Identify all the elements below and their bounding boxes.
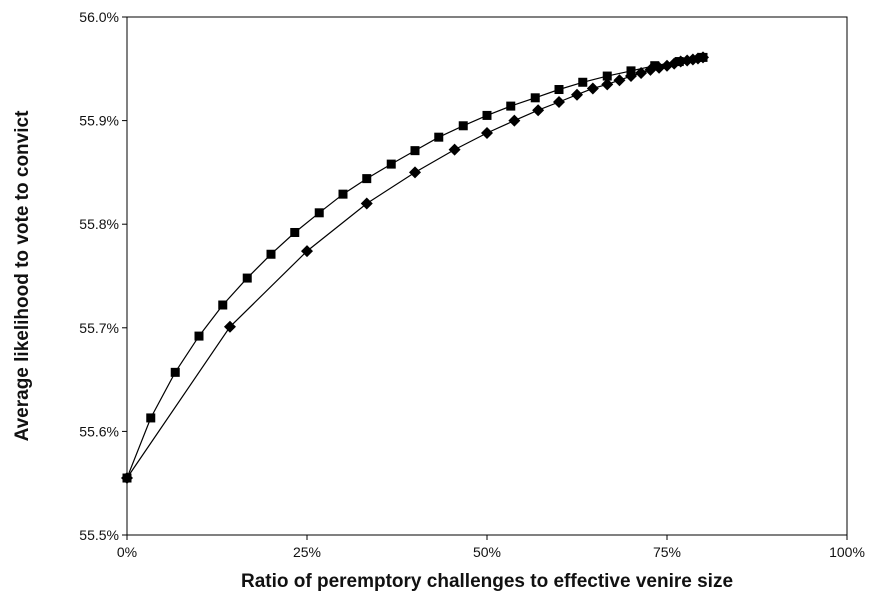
diamond-marker bbox=[644, 63, 657, 76]
diamond-marker bbox=[635, 66, 648, 79]
x-tick-label: 75% bbox=[653, 544, 681, 560]
square-marker bbox=[314, 208, 324, 218]
y-tick-labels: 55.5% 55.6% 55.7% 55.8% 55.9% 56.0% bbox=[79, 9, 119, 543]
diamond-marker bbox=[508, 114, 521, 127]
diamond-marker bbox=[481, 127, 493, 140]
diamond-marker bbox=[223, 320, 236, 333]
square-marker bbox=[530, 93, 540, 103]
square-marker bbox=[170, 367, 180, 377]
square-marker bbox=[362, 174, 372, 184]
diamond-marker bbox=[571, 88, 583, 101]
x-tick-labels: 0% 25% 50% 75% 100% bbox=[117, 544, 865, 560]
square-marker bbox=[410, 146, 420, 156]
series-group bbox=[121, 51, 709, 485]
diamond-marker bbox=[121, 472, 133, 485]
diamond-marker bbox=[625, 70, 637, 83]
square-marker bbox=[578, 77, 588, 87]
y-axis-label: Average likelihood to vote to convict bbox=[12, 110, 33, 441]
tick-marks bbox=[122, 16, 848, 540]
square-marker bbox=[554, 85, 564, 95]
x-tick-label: 0% bbox=[117, 544, 137, 560]
diamond-marker bbox=[553, 95, 565, 108]
square-marker bbox=[290, 227, 300, 237]
diamond-marker bbox=[601, 78, 614, 91]
square-marker bbox=[338, 189, 348, 199]
square-marker bbox=[242, 273, 252, 283]
series-square bbox=[122, 52, 708, 483]
diamond-marker bbox=[586, 82, 599, 95]
x-axis-label: Ratio of peremptory challenges to effect… bbox=[241, 571, 733, 592]
square-marker bbox=[602, 71, 612, 81]
square-marker bbox=[650, 61, 660, 71]
x-tick-label: 100% bbox=[829, 544, 865, 560]
y-tick-label: 55.6% bbox=[79, 423, 119, 439]
diamond-marker bbox=[301, 245, 313, 258]
y-tick-label: 56.0% bbox=[79, 9, 119, 25]
square-marker bbox=[194, 331, 204, 341]
y-tick-label: 55.7% bbox=[79, 320, 119, 336]
diamond-marker bbox=[697, 51, 709, 64]
series-line-diamond bbox=[126, 56, 704, 479]
y-tick-label: 55.8% bbox=[79, 216, 119, 232]
plot-frame bbox=[126, 16, 848, 536]
x-tick-label: 25% bbox=[293, 544, 321, 560]
square-marker bbox=[458, 121, 468, 131]
square-marker bbox=[386, 159, 396, 169]
series-diamond bbox=[121, 51, 709, 485]
square-marker bbox=[506, 101, 516, 111]
square-marker bbox=[434, 132, 444, 142]
diamond-marker bbox=[532, 104, 545, 117]
square-marker bbox=[482, 110, 492, 120]
diamond-marker bbox=[613, 74, 626, 87]
diamond-marker bbox=[448, 143, 461, 156]
diamond-marker bbox=[409, 166, 421, 179]
square-marker bbox=[266, 249, 276, 259]
square-marker bbox=[218, 300, 228, 310]
series-line-square bbox=[126, 56, 704, 479]
square-marker bbox=[146, 413, 156, 423]
x-tick-label: 50% bbox=[473, 544, 501, 560]
diamond-marker bbox=[360, 197, 373, 210]
y-tick-label: 55.9% bbox=[79, 113, 119, 129]
y-tick-label: 55.5% bbox=[79, 527, 119, 543]
